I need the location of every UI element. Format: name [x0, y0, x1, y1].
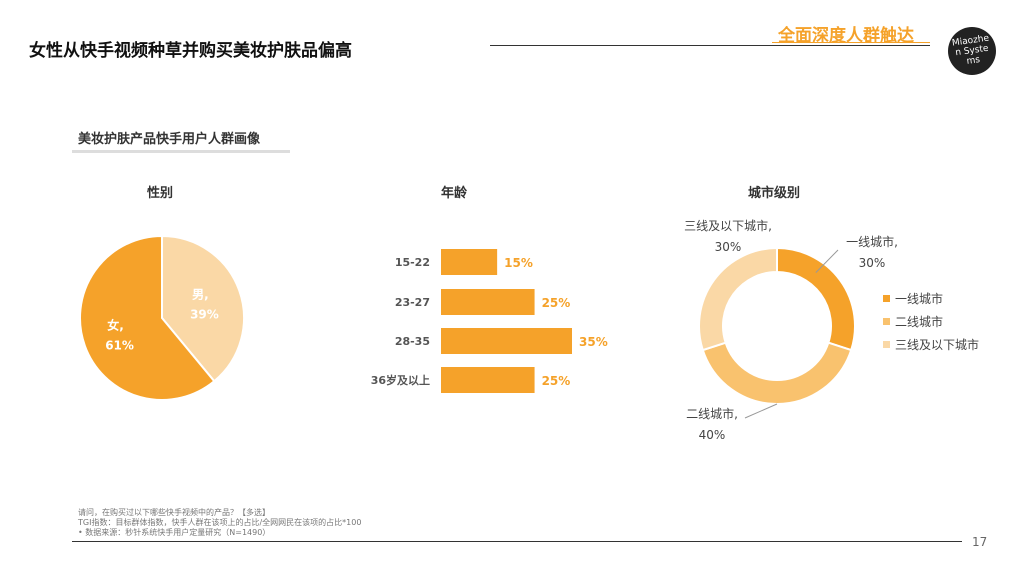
gender-slice-label-0: 女,	[107, 317, 124, 332]
header-tag: 全面深度人群触达	[778, 26, 914, 46]
header-divider	[490, 45, 930, 46]
section-title: 美妆护肤产品快手用户人群画像	[78, 132, 261, 147]
footnotes: 请问，在购买过以下哪些快手视频中的产品？【多选】 TGI指数：目标群体指数，快手…	[78, 508, 361, 538]
age-category-label-3: 36岁及以上	[371, 373, 430, 387]
gender-chart-title: 性别	[147, 186, 174, 201]
city-chart-title: 城市级别	[748, 186, 801, 201]
section-underline	[72, 150, 290, 153]
city-leader-line-0	[815, 249, 839, 273]
gender-slice-value-0: 61%	[105, 338, 134, 352]
age-category-label-1: 23-27	[395, 296, 430, 309]
age-value-label-3: 25%	[542, 374, 571, 388]
age-category-label-2: 28-35	[395, 335, 430, 348]
age-bar-3	[441, 367, 535, 393]
age-value-label-0: 15%	[504, 256, 533, 270]
age-value-label-1: 25%	[542, 296, 571, 310]
city-legend-swatch-2	[883, 341, 890, 348]
gender-slice-label-1: 男,	[192, 288, 209, 302]
gender-slice-value-1: 39%	[190, 308, 219, 322]
city-callout-value-2: 30%	[715, 240, 742, 254]
city-callout-label-2: 三线及以下城市,	[684, 218, 772, 233]
footer-divider	[72, 541, 962, 542]
age-category-label-0: 15-22	[395, 256, 430, 269]
city-legend-label-1: 二线城市	[895, 314, 943, 329]
age-bar-1	[441, 289, 535, 315]
city-callout-label-1: 二线城市,	[686, 406, 738, 421]
city-slice-1	[701, 341, 853, 405]
age-bar-2	[441, 328, 572, 354]
age-chart-title: 年龄	[441, 186, 468, 201]
city-leader-line-1	[744, 403, 778, 419]
footnote-question: 请问，在购买过以下哪些快手视频中的产品？【多选】	[78, 508, 270, 517]
gender-slice-1	[161, 234, 245, 383]
company-logo: Miaozhen Systems	[948, 27, 996, 75]
city-callout-value-1: 40%	[699, 428, 726, 442]
city-callout-label-0: 一线城市,	[846, 234, 898, 249]
city-slice-0	[776, 246, 856, 352]
header-tag-underline	[772, 42, 930, 43]
footnote-source: • 数据来源：秒针系统快手用户定量研究（N=1490）	[78, 528, 271, 537]
footnote-tgi: TGI指数：目标群体指数，快手人群在该项上的占比/全网网民在该项的占比*100	[78, 518, 362, 527]
city-legend-swatch-1	[883, 318, 890, 325]
city-legend-label-0: 一线城市	[895, 291, 943, 306]
page-title: 女性从快手视频种草并购买美妆护肤品偏高	[29, 41, 352, 61]
city-slice-2	[698, 246, 778, 352]
city-callout-value-0: 30%	[859, 256, 886, 270]
gender-slice-0	[79, 234, 216, 401]
age-bar-0	[441, 249, 498, 275]
city-legend-swatch-0	[883, 295, 890, 302]
city-legend-label-2: 三线及以下城市	[895, 337, 979, 352]
age-value-label-2: 35%	[579, 335, 608, 349]
page-number: 17	[972, 535, 988, 549]
